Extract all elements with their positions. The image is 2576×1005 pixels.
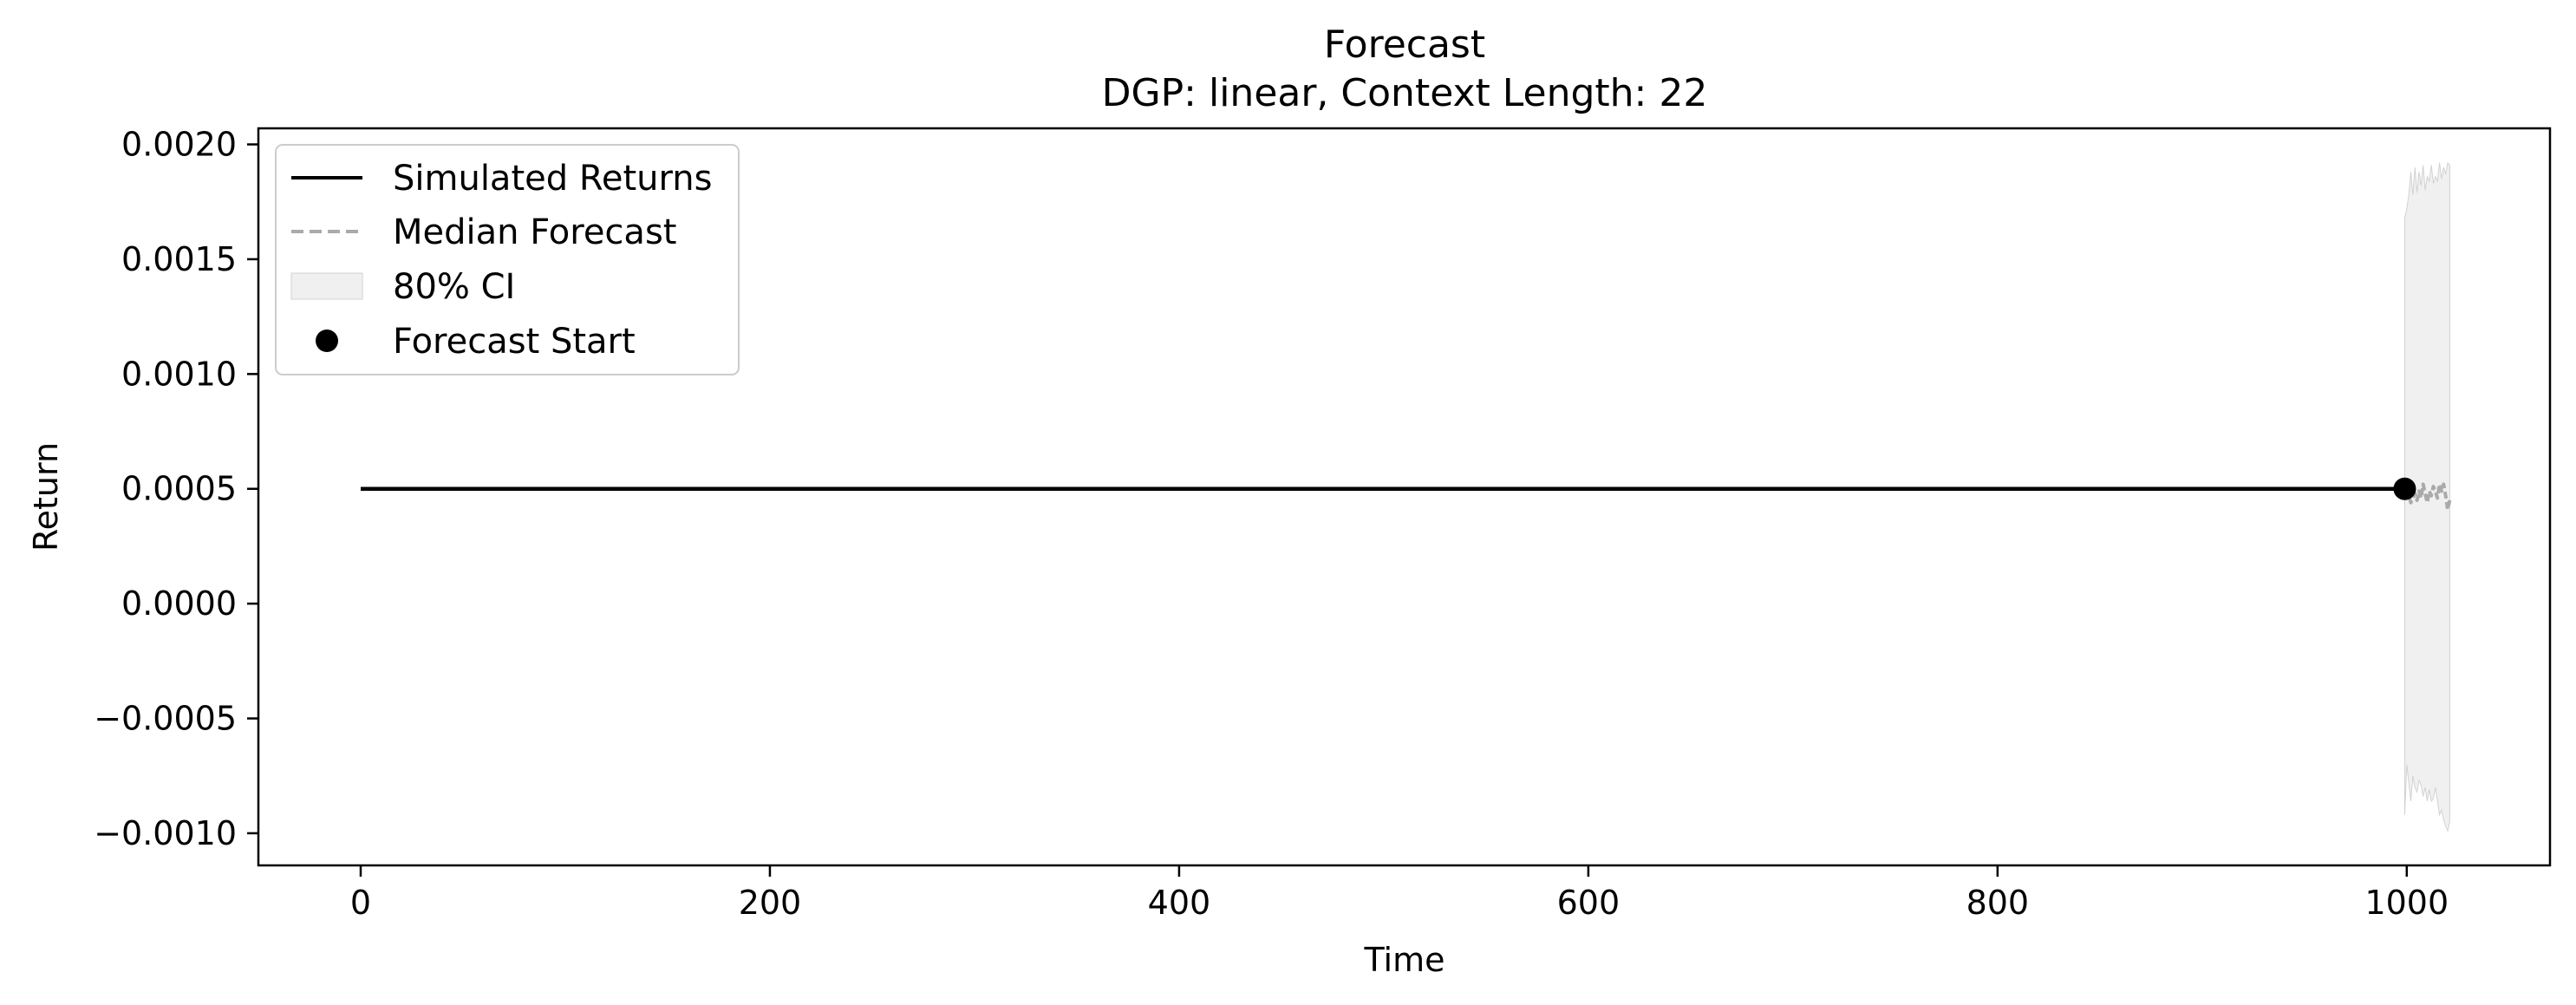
legend-label-simulated-returns: Simulated Returns <box>393 159 712 199</box>
x-tick-label: 200 <box>739 884 802 922</box>
y-tick-label: −0.0010 <box>94 814 237 852</box>
x-axis: 0 200 400 600 800 1000 <box>350 865 2449 922</box>
plot-area <box>360 161 2452 832</box>
forecast-start-marker <box>2393 477 2416 500</box>
y-tick-label: −0.0005 <box>94 700 237 738</box>
chart-subtitle: DGP: linear, Context Length: 22 <box>1102 71 1708 115</box>
legend-frame <box>275 144 740 375</box>
x-tick-label: 400 <box>1148 884 1211 922</box>
x-axis-label: Time <box>1364 941 1445 979</box>
legend-label-median-forecast: Median Forecast <box>393 212 676 252</box>
axes-frame <box>257 127 2552 867</box>
y-tick-label: 0.0020 <box>121 126 237 164</box>
forecast-start-layer <box>2393 477 2416 500</box>
y-tick-label: 0.0015 <box>121 240 237 278</box>
y-tick-label: 0.0005 <box>121 470 237 508</box>
x-tick-label: 800 <box>1966 884 2030 922</box>
y-axis: −0.0010 −0.0005 0.0000 0.0005 0.0010 0.0015 0.… <box>94 126 258 852</box>
legend-swatch-ci <box>290 272 363 300</box>
y-tick-label: 0.0000 <box>121 584 237 623</box>
legend-label-ci: 80% CI <box>393 267 515 307</box>
y-tick-label: 0.0010 <box>121 355 237 393</box>
x-tick-label: 600 <box>1557 884 1621 922</box>
y-axis-label: Return <box>27 442 65 551</box>
x-tick-label: 1000 <box>2364 884 2449 922</box>
median-forecast-layer <box>2403 482 2452 512</box>
legend-swatch-forecast-start <box>316 330 338 352</box>
x-tick-label: 0 <box>350 884 371 922</box>
legend: Simulated Returns Median Forecast 80% CI… <box>275 144 740 375</box>
median-forecast-line <box>2403 482 2452 512</box>
legend-label-forecast-start: Forecast Start <box>393 322 636 362</box>
chart-title: Forecast <box>1324 23 1485 67</box>
